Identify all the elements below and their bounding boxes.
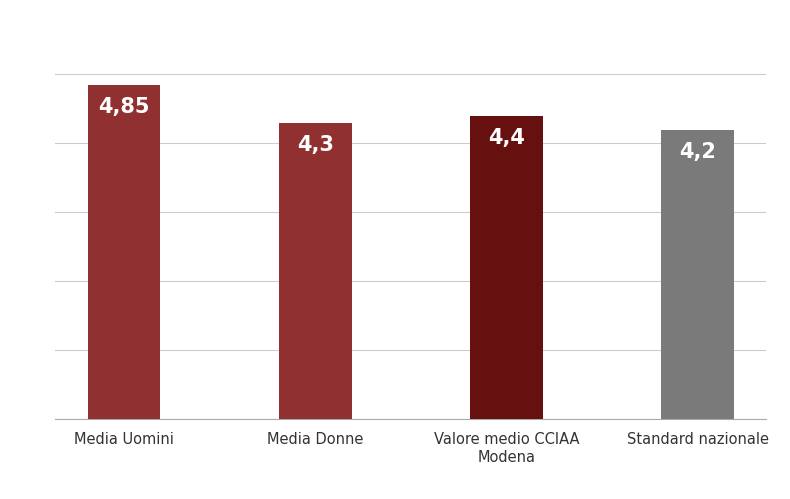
- Text: 4,3: 4,3: [297, 135, 333, 155]
- Bar: [470, 116, 543, 419]
- Text: 4,4: 4,4: [488, 128, 525, 148]
- Bar: [279, 123, 352, 419]
- Text: 4,85: 4,85: [98, 97, 149, 117]
- Bar: [88, 85, 160, 419]
- Text: 4,2: 4,2: [679, 142, 716, 162]
- Bar: [661, 130, 734, 419]
